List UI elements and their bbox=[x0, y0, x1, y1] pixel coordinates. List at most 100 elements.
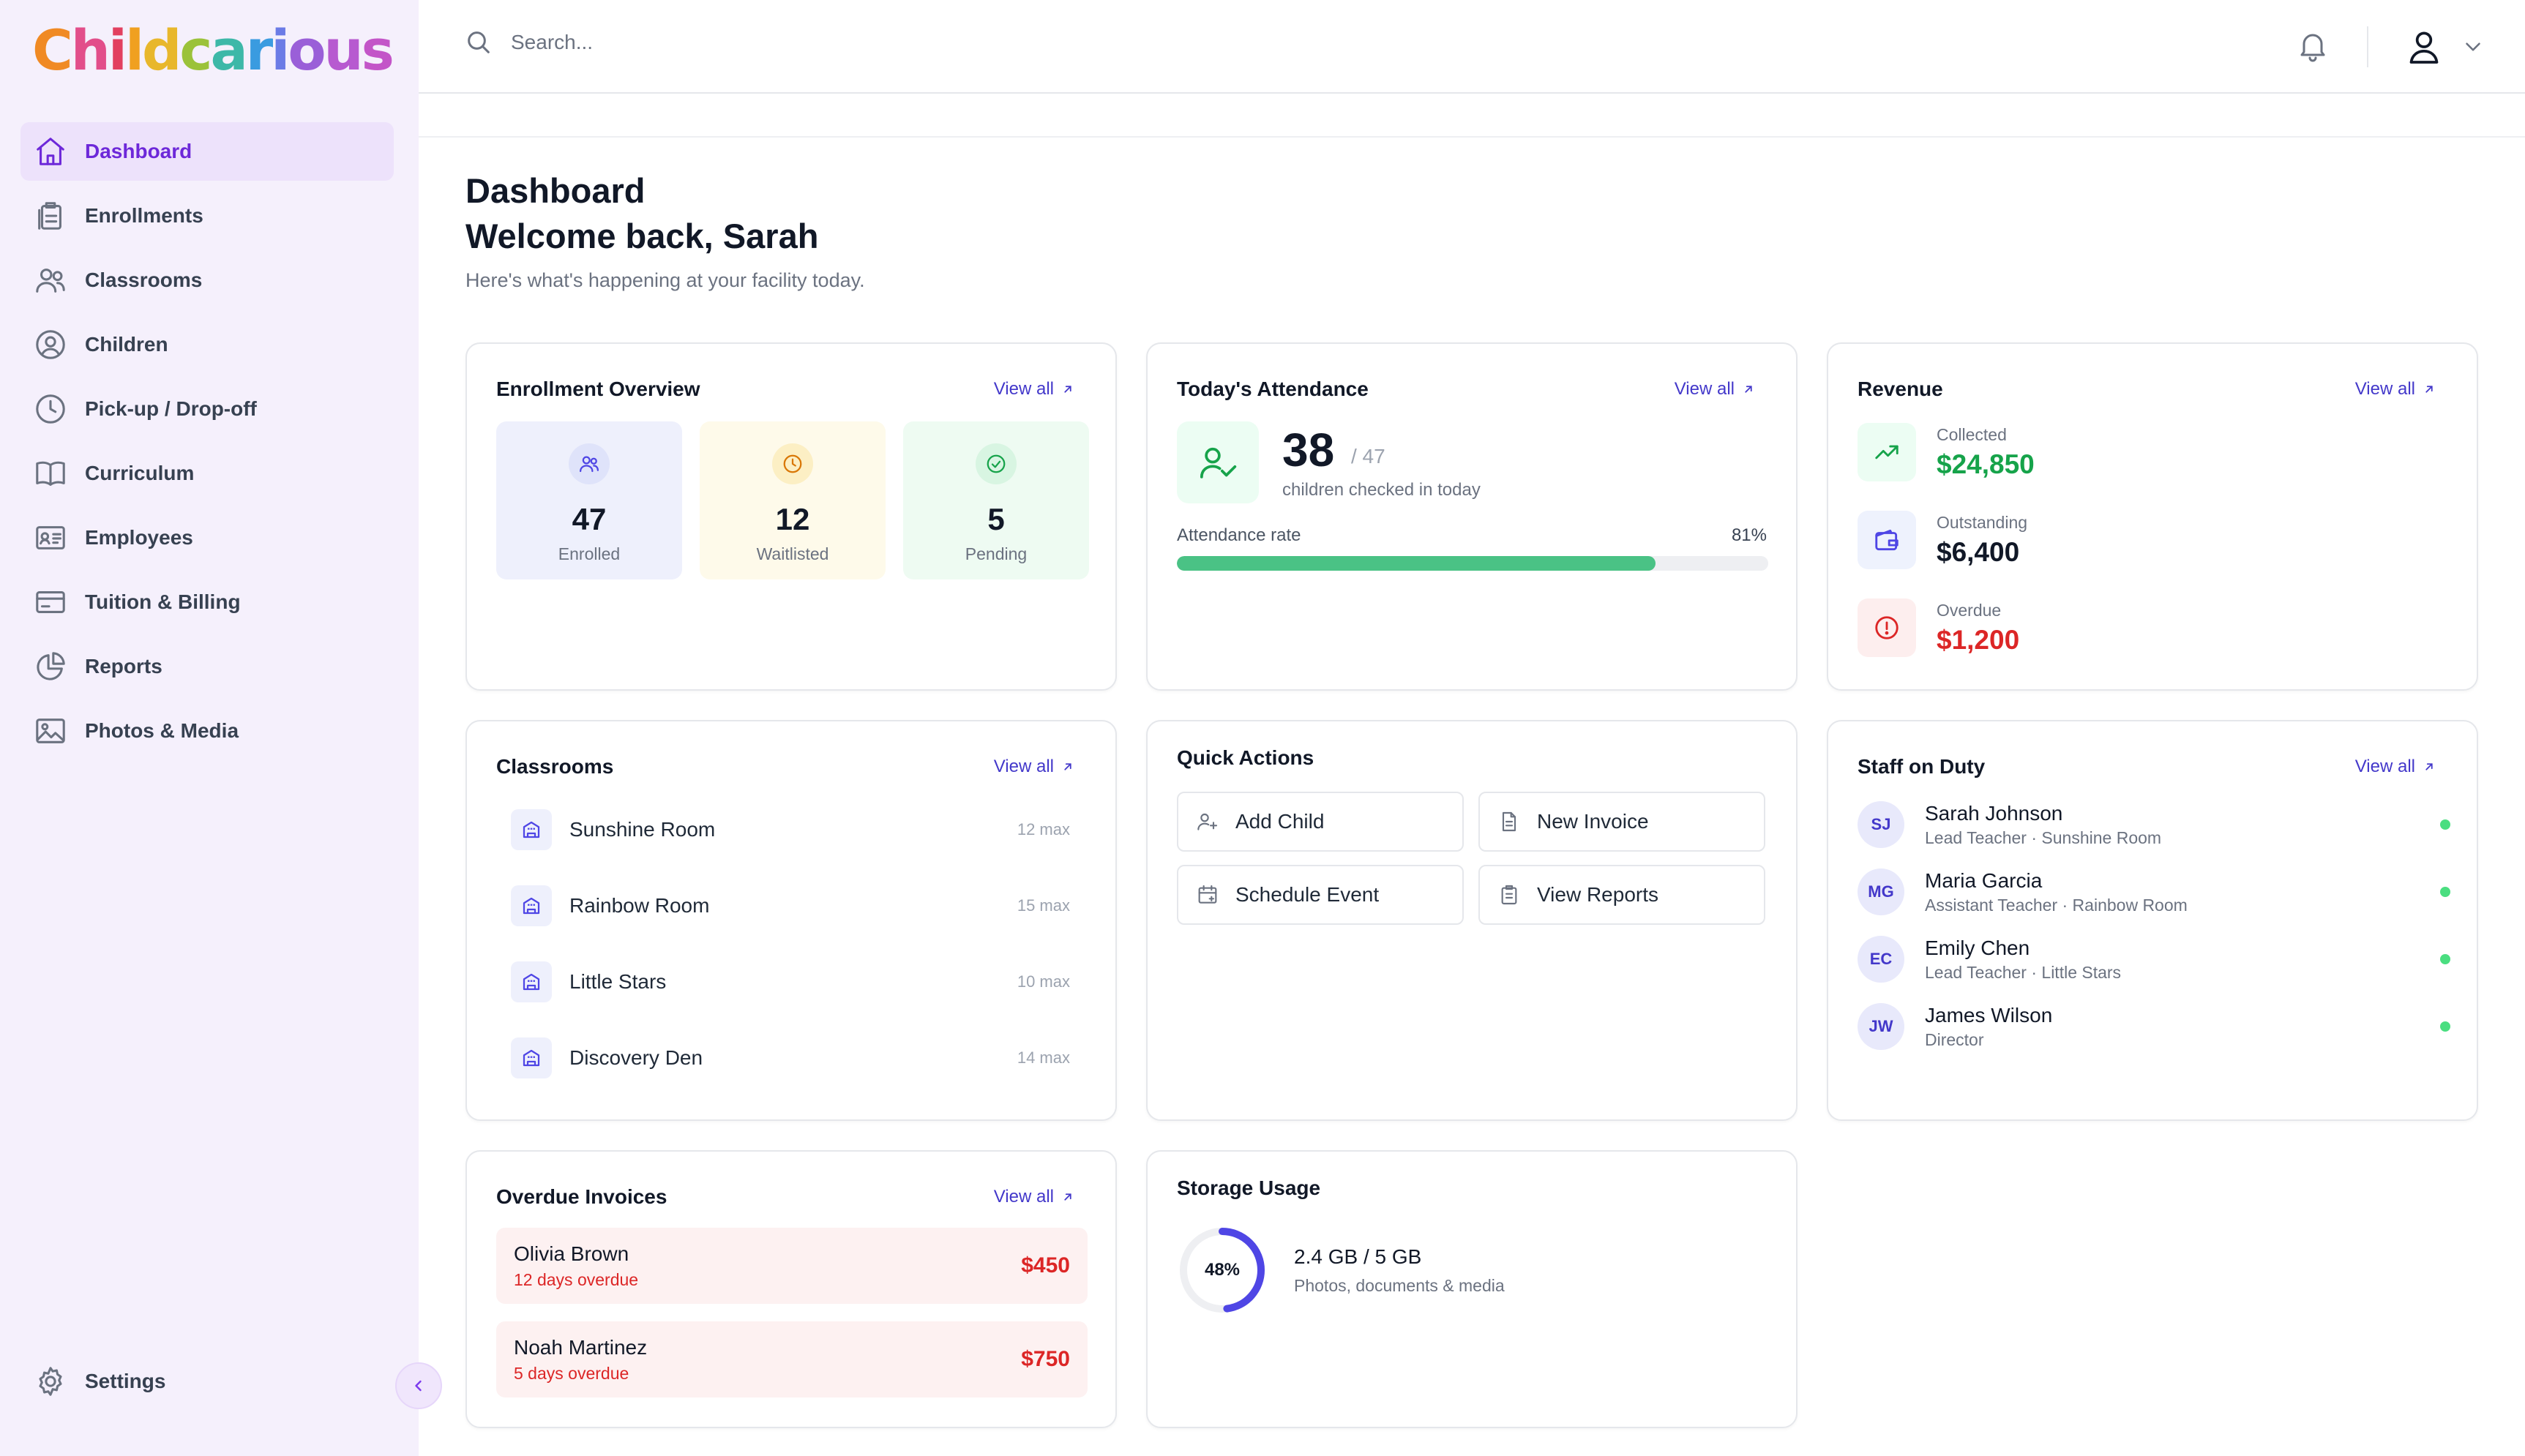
classroom-item-rainbow-room[interactable]: Rainbow Room 15 max bbox=[511, 884, 1070, 928]
sidebar-item-employees[interactable]: Employees bbox=[20, 509, 394, 567]
stat-label: Waitlisted bbox=[756, 544, 829, 563]
revenue-value: $24,850 bbox=[1937, 449, 2035, 479]
sidebar-item-enrollments[interactable]: Enrollments bbox=[20, 187, 394, 245]
sidebar: Childcarious Dashboard Enrollments Class… bbox=[0, 0, 419, 1456]
arrow-up-right-icon bbox=[1064, 1193, 1071, 1201]
brand-logo[interactable]: Childcarious bbox=[32, 10, 394, 91]
staff-item[interactable]: SJ Sarah Johnson Lead Teacher · Sunshine… bbox=[1858, 799, 2450, 850]
overdue-invoice-item[interactable]: Olivia Brown 12 days overdue $450 bbox=[496, 1228, 1088, 1304]
stat-value: 47 bbox=[572, 502, 607, 536]
header-divider bbox=[2367, 26, 2368, 67]
new-invoice-button[interactable]: New Invoice bbox=[1478, 792, 1765, 852]
staff-item[interactable]: EC Emily Chen Lead Teacher · Little Star… bbox=[1858, 934, 2450, 985]
online-status-dot bbox=[2440, 954, 2450, 964]
staff-on-duty-card: Staff on Duty View all SJ Sarah Johnson … bbox=[1827, 720, 2478, 1121]
sidebar-item-dashboard[interactable]: Dashboard bbox=[20, 122, 394, 181]
page-title-text: Dashboard bbox=[465, 171, 646, 210]
search-icon bbox=[468, 31, 490, 53]
revenue-label: Overdue bbox=[1937, 600, 2002, 620]
arrow-up-right-icon bbox=[2425, 763, 2433, 770]
invoice-overdue-days: 12 days overdue bbox=[514, 1269, 639, 1289]
revenue-label: Outstanding bbox=[1937, 512, 2028, 532]
view-reports-button[interactable]: View Reports bbox=[1478, 865, 1765, 925]
classroom-item-sunshine-room[interactable]: Sunshine Room 12 max bbox=[511, 808, 1070, 852]
staff-item[interactable]: MG Maria Garcia Assistant Teacher · Rain… bbox=[1858, 866, 2450, 917]
chevron-left-icon bbox=[415, 1380, 422, 1392]
brand-letter: l bbox=[124, 18, 144, 83]
brand-letter: C bbox=[32, 18, 73, 83]
attendance-subtitle: children checked in today bbox=[1282, 480, 1481, 500]
invoice-child-name: Olivia Brown bbox=[514, 1242, 629, 1265]
arrow-up-right-icon bbox=[2425, 386, 2433, 393]
sidebar-item-pickup-dropoff[interactable]: Pick-up / Drop-off bbox=[20, 380, 394, 438]
card-title: Storage Usage bbox=[1177, 1177, 1321, 1199]
user-plus-icon bbox=[1197, 813, 1218, 830]
user-check-icon bbox=[1177, 421, 1259, 503]
overdue-invoice-item[interactable]: Noah Martinez 5 days overdue $750 bbox=[496, 1321, 1088, 1397]
image-icon bbox=[36, 718, 65, 743]
sidebar-item-tuition-billing[interactable]: Tuition & Billing bbox=[20, 573, 394, 631]
revenue-label: Collected bbox=[1937, 424, 2007, 444]
classroom-item-discovery-den[interactable]: Discovery Den 14 max bbox=[511, 1036, 1070, 1080]
trending-up-icon bbox=[1858, 423, 1916, 481]
sidebar-item-classrooms[interactable]: Classrooms bbox=[20, 251, 394, 309]
revenue-overdue: Overdue $1,200 bbox=[1858, 598, 2019, 657]
gear-icon bbox=[39, 1367, 62, 1396]
card-title: Classrooms bbox=[496, 755, 614, 778]
clipboard-icon bbox=[1501, 885, 1517, 905]
attendance-progress-fill bbox=[1177, 556, 1656, 571]
attendance-card: Today's Attendance View all 38 / 47 chil… bbox=[1146, 342, 1798, 691]
card-title: Enrollment Overview bbox=[496, 378, 700, 400]
avatar: JW bbox=[1858, 1003, 1904, 1050]
sidebar-item-label: Pick-up / Drop-off bbox=[85, 397, 257, 420]
sidebar-item-children[interactable]: Children bbox=[20, 315, 394, 374]
page-subtitle: Here's what's happening at your facility… bbox=[465, 269, 865, 291]
view-all-link[interactable]: View all bbox=[1675, 379, 1755, 399]
sidebar-item-curriculum[interactable]: Curriculum bbox=[20, 444, 394, 503]
staff-name: Emily Chen bbox=[1925, 936, 2030, 959]
classroom-capacity: 10 max bbox=[1017, 972, 1070, 991]
view-all-link[interactable]: View all bbox=[2355, 379, 2436, 399]
card-title: Quick Actions bbox=[1177, 746, 1314, 769]
stat-pending[interactable]: 5 Pending bbox=[903, 421, 1089, 579]
classroom-capacity: 12 max bbox=[1017, 820, 1070, 838]
revenue-value: $1,200 bbox=[1937, 624, 2020, 655]
staff-item[interactable]: JW James Wilson Director bbox=[1858, 1001, 2450, 1052]
online-status-dot bbox=[2440, 1021, 2450, 1032]
book-icon bbox=[36, 461, 65, 486]
credit-card-icon bbox=[36, 591, 65, 613]
add-child-button[interactable]: Add Child bbox=[1177, 792, 1464, 852]
search-bar[interactable] bbox=[464, 28, 1023, 57]
notifications-button[interactable] bbox=[2295, 28, 2330, 67]
classrooms-card: Classrooms View all Sunshine Room 12 max… bbox=[465, 720, 1117, 1121]
view-all-link[interactable]: View all bbox=[2355, 757, 2436, 777]
wallet-icon bbox=[1858, 511, 1916, 569]
header-subbar bbox=[419, 94, 2525, 138]
sidebar-item-label: Reports bbox=[85, 655, 162, 678]
view-all-link[interactable]: View all bbox=[994, 757, 1074, 777]
arrow-up-right-icon bbox=[1745, 386, 1752, 393]
sidebar-collapse-button[interactable] bbox=[395, 1362, 442, 1409]
schedule-event-button[interactable]: Schedule Event bbox=[1177, 865, 1464, 925]
avatar: MG bbox=[1858, 868, 1904, 915]
sidebar-item-settings[interactable]: Settings bbox=[34, 1352, 165, 1411]
user-menu-button[interactable] bbox=[2404, 26, 2485, 67]
online-status-dot bbox=[2440, 819, 2450, 830]
stat-waitlisted[interactable]: 12 Waitlisted bbox=[700, 421, 886, 579]
view-all-label: View all bbox=[2354, 379, 2415, 399]
stat-enrolled[interactable]: 47 Enrolled bbox=[496, 421, 682, 579]
classroom-capacity: 15 max bbox=[1017, 896, 1070, 915]
brand-wordmark: Childcarious bbox=[32, 23, 394, 78]
brand-letter: h bbox=[70, 18, 111, 83]
view-all-link[interactable]: View all bbox=[994, 1187, 1074, 1207]
classroom-capacity: 14 max bbox=[1017, 1048, 1070, 1067]
classroom-item-little-stars[interactable]: Little Stars 10 max bbox=[511, 960, 1070, 1004]
view-all-link[interactable]: View all bbox=[994, 379, 1074, 399]
sidebar-item-photos-media[interactable]: Photos & Media bbox=[20, 702, 394, 760]
sidebar-item-label: Classrooms bbox=[85, 269, 203, 291]
sidebar-item-reports[interactable]: Reports bbox=[20, 637, 394, 696]
welcome-heading: Welcome back, Sarah bbox=[465, 217, 819, 255]
search-input[interactable] bbox=[511, 31, 1023, 54]
view-all-label: View all bbox=[993, 1187, 1054, 1207]
